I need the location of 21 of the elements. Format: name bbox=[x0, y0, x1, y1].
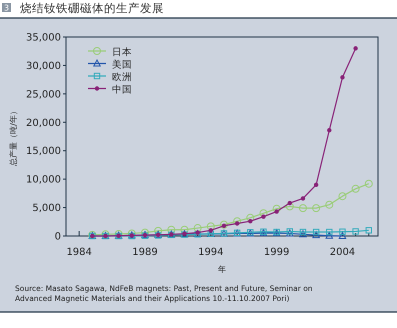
y-tick-label: 30,000 bbox=[26, 60, 61, 72]
y-axis-title: 总产量（吨/年） bbox=[9, 107, 18, 167]
x-axis-title: 年 bbox=[218, 265, 226, 274]
y-tick-label: 10,000 bbox=[26, 174, 61, 186]
legend-label: 欧洲 bbox=[112, 71, 132, 83]
y-tick-label: 15,000 bbox=[26, 146, 61, 158]
legend-label: 中国 bbox=[112, 84, 132, 96]
x-tick-label: 1994 bbox=[198, 247, 224, 258]
y-tick-label: 20,000 bbox=[26, 118, 61, 129]
y-tick-label: 5,000 bbox=[32, 203, 61, 214]
y-tick-label: 35,000 bbox=[26, 32, 61, 44]
x-tick-label: 1989 bbox=[132, 247, 158, 258]
legend-label: 日本 bbox=[112, 46, 132, 58]
legend-label: 美国 bbox=[112, 58, 132, 70]
x-tick-label: 1984 bbox=[66, 247, 92, 258]
text: 3 bbox=[4, 4, 10, 12]
y-tick-label: 0 bbox=[54, 232, 61, 242]
x-tick-label: 1999 bbox=[264, 247, 290, 258]
x-tick-label: 2004 bbox=[330, 247, 356, 258]
chart-title: 烧结钕铁硼磁体的生产发展 bbox=[20, 1, 164, 15]
y-tick-label: 25,000 bbox=[26, 89, 61, 100]
